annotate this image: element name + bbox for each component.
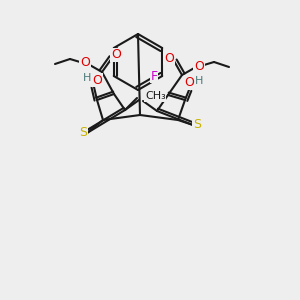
Text: O: O [111,49,121,62]
Text: F: F [151,70,158,83]
Text: O: O [80,56,90,70]
Text: O: O [194,59,204,73]
Text: H: H [195,76,203,86]
Text: O: O [92,74,102,86]
Text: S: S [193,118,201,131]
Text: S: S [79,127,87,140]
Text: O: O [184,76,194,89]
Text: H: H [83,73,91,83]
Text: O: O [164,52,174,64]
Text: CH₃: CH₃ [145,91,166,101]
